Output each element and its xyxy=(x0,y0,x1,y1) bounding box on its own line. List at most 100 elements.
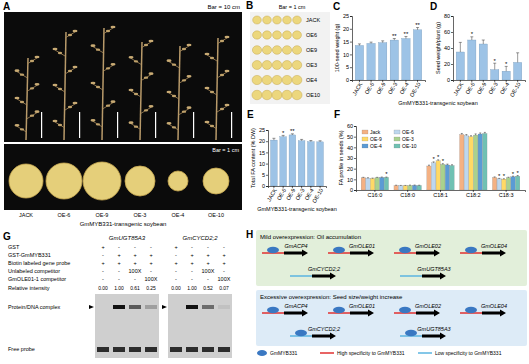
scale-bar-label: Bar = 10 cm xyxy=(207,4,240,10)
bar xyxy=(280,137,287,186)
protein xyxy=(333,307,345,313)
x-tick-label: C18:3 xyxy=(499,192,514,198)
protein xyxy=(333,247,345,253)
pod xyxy=(149,40,154,43)
panel-letter: A xyxy=(3,1,10,12)
y-tick-line xyxy=(451,16,453,17)
x-tick: JACK xyxy=(351,80,363,96)
seed xyxy=(262,46,271,55)
y-tick-label: 10 xyxy=(259,161,265,167)
bar-chart: 0510152025JACKOE-6OE-9OE-3OE-4OE-10*****… xyxy=(333,1,478,106)
lane-sign: + xyxy=(133,260,136,266)
y-tick-line xyxy=(354,137,356,138)
pod xyxy=(144,76,148,78)
panel-letter: G xyxy=(3,231,11,242)
seed xyxy=(252,75,262,84)
row-label: Biotin labeled gene probe xyxy=(8,260,70,266)
y-tick: 0 xyxy=(350,187,356,193)
line-label: JACK xyxy=(306,17,320,23)
error-bar-cap xyxy=(482,40,485,41)
gene-arrow xyxy=(312,273,336,280)
plant-branch xyxy=(55,50,65,56)
plant-photo xyxy=(91,26,119,140)
error-bar-cap xyxy=(494,176,496,177)
pod xyxy=(225,104,230,107)
bar xyxy=(367,43,375,80)
significance-mark: ** xyxy=(404,31,409,37)
pod xyxy=(220,74,224,76)
plant-branch xyxy=(179,46,189,52)
error-bar-cap xyxy=(428,165,430,166)
error-bar-cap xyxy=(465,134,467,135)
pod xyxy=(210,125,214,127)
pod xyxy=(53,48,58,51)
error-bar-cap xyxy=(507,177,509,178)
lane-sign: - xyxy=(223,244,225,250)
lane-sign: - xyxy=(102,252,104,258)
error-bar-cap xyxy=(404,185,406,186)
gene-arrow xyxy=(284,250,308,257)
plant-branch xyxy=(207,55,217,61)
plant-branch xyxy=(17,126,27,132)
line-label: OE9 xyxy=(306,47,317,53)
y-tick-label: 15 xyxy=(259,150,265,156)
plant-branch xyxy=(65,32,75,38)
error-bar-stem xyxy=(273,138,274,140)
error-bar xyxy=(395,185,397,186)
bar xyxy=(483,133,487,190)
gene-label: GmOLE04 xyxy=(481,303,507,309)
error-bar-cap xyxy=(358,43,361,44)
error-bar-stem xyxy=(367,177,368,178)
lane-sign: - xyxy=(150,244,152,250)
bar xyxy=(366,178,370,190)
pod xyxy=(187,44,192,47)
bar xyxy=(464,136,468,190)
pod xyxy=(210,91,214,93)
panel-a: ABar = 10 cmJACKOE-6OE-9OE-3OE-4OE-10Bar… xyxy=(3,1,242,227)
y-axis: 0510152025 xyxy=(259,127,269,189)
scale-bar xyxy=(155,112,156,138)
significance-mark: * xyxy=(437,154,440,160)
plant-photo xyxy=(53,30,81,140)
bar xyxy=(502,179,506,190)
bar xyxy=(506,178,510,190)
gene-label: GmOLE01 xyxy=(349,243,375,249)
lane-sign: + xyxy=(101,244,104,250)
free-probe-band xyxy=(145,347,157,352)
seed-pile xyxy=(46,163,82,199)
row-label: Unlabeled competitor xyxy=(8,268,60,274)
error-bar xyxy=(381,41,384,43)
y-tick-label: 25 xyxy=(259,127,265,133)
gene-label: GmOLE04 xyxy=(481,243,507,249)
y-tick-label: 5 xyxy=(346,64,349,70)
pod xyxy=(58,52,62,54)
y-tick: 60 xyxy=(444,29,453,35)
plant-stem xyxy=(178,46,180,140)
significance-mark: ** xyxy=(415,22,420,28)
y-tick-label: 20 xyxy=(259,138,265,144)
pod xyxy=(111,100,116,103)
error-bar xyxy=(459,42,462,52)
y-tick-line xyxy=(354,179,356,180)
y-tick: 10 xyxy=(347,177,356,183)
x-tick-label: OE-3 xyxy=(487,81,499,95)
bar xyxy=(427,166,431,190)
seed xyxy=(292,75,302,84)
gene-arrow xyxy=(350,250,374,257)
pod xyxy=(73,102,78,105)
plant-stem xyxy=(26,58,28,140)
plant-photo xyxy=(129,40,157,140)
seed xyxy=(252,90,262,100)
x-tick-label: OE-4 xyxy=(398,81,410,95)
y-tick-line xyxy=(266,164,268,165)
plant-branch xyxy=(169,124,179,130)
bar xyxy=(384,177,388,190)
plot-marks xyxy=(271,134,324,186)
error-bar-stem xyxy=(301,139,302,140)
x-tick: OE-4 xyxy=(398,80,410,95)
y-tick: 40 xyxy=(444,45,453,51)
significance-mark: * xyxy=(505,61,508,67)
bar xyxy=(460,135,464,190)
gel xyxy=(95,294,159,358)
error-bar xyxy=(300,139,303,140)
